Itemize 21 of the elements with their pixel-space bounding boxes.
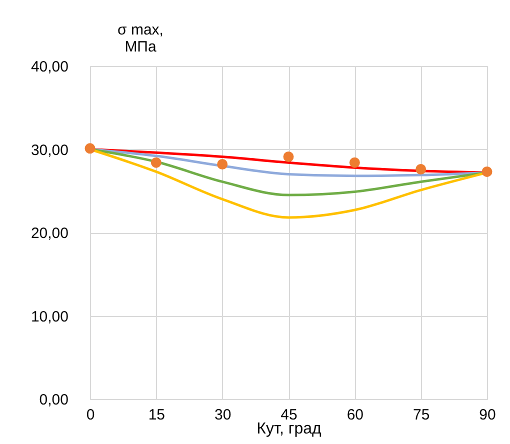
point: [283, 152, 294, 162]
x-axis-title: Кут, град: [256, 420, 322, 438]
x-tick-label: 0: [86, 406, 95, 424]
x-tick-label: 15: [148, 406, 166, 424]
y-axis-title: σ max, МПа: [118, 22, 164, 56]
x-tick-label: 75: [412, 406, 430, 424]
y-tick-label: 20,00: [30, 225, 68, 242]
x-tick-label: 30: [214, 406, 232, 424]
point: [84, 143, 96, 154]
y-tick-label: 10,00: [30, 308, 68, 326]
point: [482, 166, 492, 177]
x-tick-label: 60: [346, 406, 364, 424]
x-tick-label: 90: [479, 406, 496, 424]
y-tick-label: 0,00: [39, 392, 68, 408]
x-tick-label: 45: [280, 406, 298, 424]
point: [217, 159, 228, 170]
point: [349, 157, 360, 168]
point: [150, 157, 162, 168]
y-tick-label: 40,00: [30, 58, 68, 76]
point: [416, 164, 426, 174]
y-tick-label: 30,00: [30, 142, 68, 159]
